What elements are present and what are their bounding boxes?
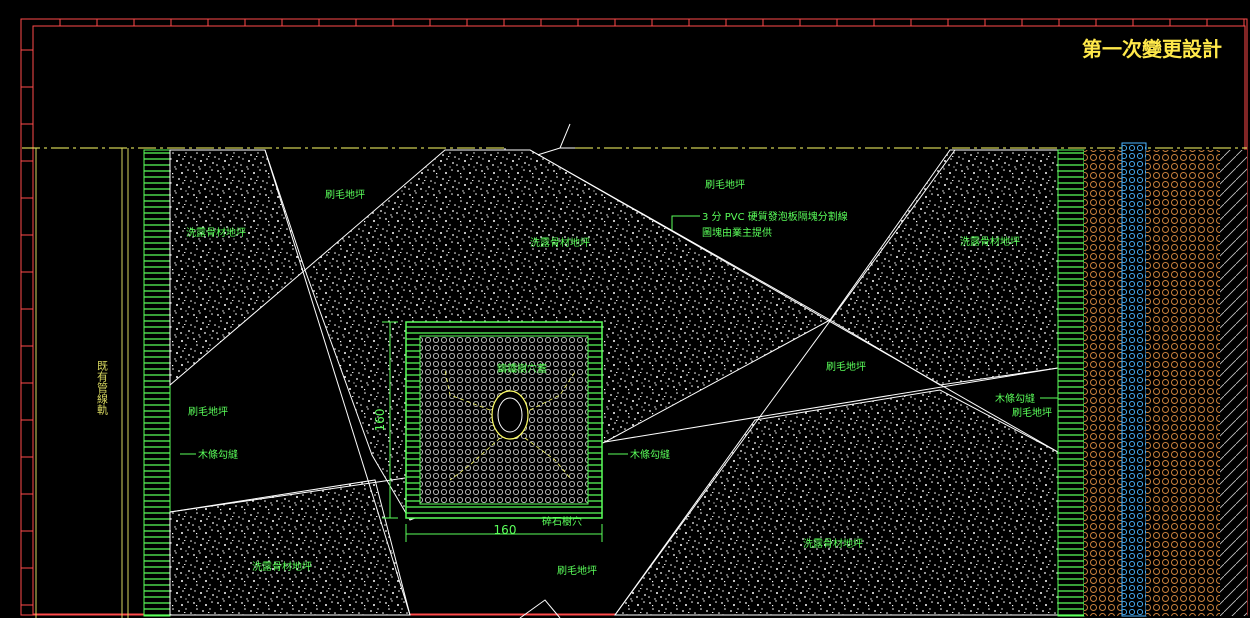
label-shave-left: 刷毛地坪 [188,405,228,418]
pebble-area-top-right [829,149,1059,386]
label-shave-top-right: 刷毛地坪 [705,178,745,191]
pvc-note-leader [671,215,700,230]
right-band-orange-2 [1146,150,1220,616]
root-line-4 [524,437,571,479]
label-wood-joint-right: 木條勾縫 [995,392,1035,405]
label-pvc-note-line2: 圖塊由業主提供 [702,226,772,239]
root-line-2 [529,371,576,411]
pebble-area-top-left [169,149,306,387]
joint-line-4 [614,149,956,616]
label-pvc-note-line1: 3 分 PVC 硬質發泡板隔塊分割線 [702,210,848,223]
label-pebble-top-left: 洗露骨材地坪 [186,226,246,239]
joint-line-5 [529,149,1059,453]
right-band-cyan [1121,142,1147,617]
label-pebble-top-right: 洗露骨材地坪 [960,235,1020,248]
label-wood-joint-center: 木條勾縫 [630,448,670,461]
root-line-1 [444,369,491,411]
label-shave-bottom: 刷毛地坪 [557,564,597,577]
left-curb-hatch [143,149,171,617]
dimension-height-label: 160 [373,409,387,432]
drawing-title: 第一次變更設計 [1082,37,1222,61]
joint-line-3 [264,149,411,616]
label-tree-pit: 碎石樹穴 [542,515,582,528]
frame-ruler-ticks [21,19,1245,606]
label-tree-grate: 鑄鐵樹穴蓋 [497,362,547,375]
root-line-3 [449,437,501,481]
right-curb-hatch [1057,149,1085,617]
right-band-diagonal [1220,150,1247,616]
pebble-area-bottom-right [614,389,1059,616]
right-band-orange-1 [1084,150,1122,616]
existing-pipe-rail-label: 既有管線軌 [96,360,109,416]
joint-line-1 [169,477,406,513]
label-shave-right: 刷毛地坪 [1012,406,1052,419]
break-line-bottom [519,599,561,618]
label-pebble-top-center: 洗露骨材地坪 [530,236,590,249]
label-wood-joint-left: 木條勾縫 [198,448,238,461]
label-shave-top-left: 刷毛地坪 [325,188,365,201]
break-line-top-tip [559,123,571,149]
label-pebble-bottom-left: 洗露骨材地坪 [252,560,312,573]
joint-line-2 [604,367,1059,443]
label-shave-center-right: 刷毛地坪 [826,360,866,373]
dimension-width-label: 160 [494,523,517,537]
tree-trunk-inner [497,397,523,433]
label-pebble-bottom-right: 洗露骨材地坪 [803,537,863,550]
